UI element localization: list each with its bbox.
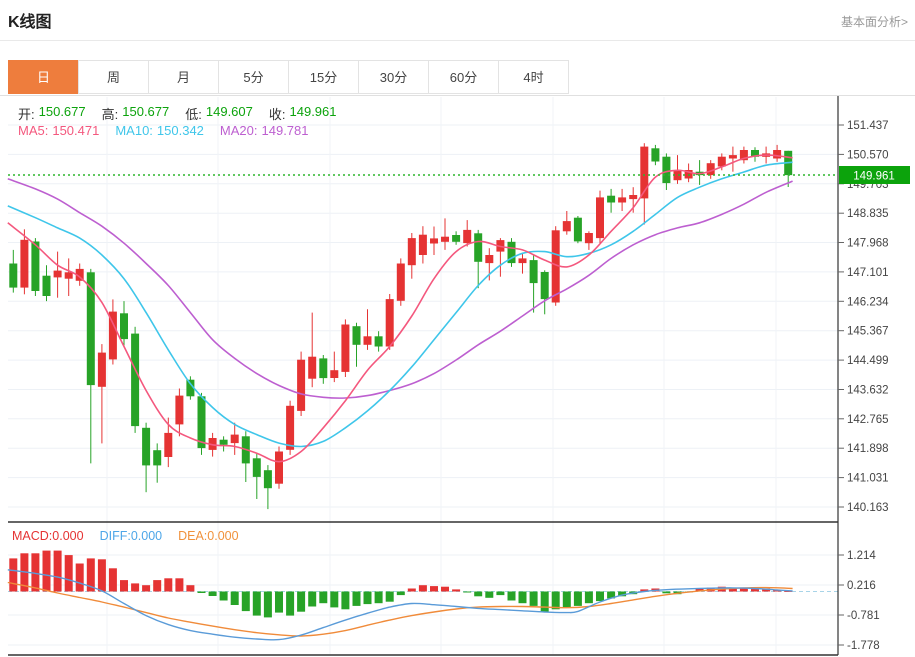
y-axis-label: 146.234 bbox=[847, 296, 889, 308]
macd-legend: MACD: 0.000 DIFF: 0.000 DEA: 0.000 bbox=[12, 529, 255, 543]
ma-legend: MA5: 150.471 MA10: 150.342 MA20: 149.781 bbox=[18, 123, 325, 138]
tab-2[interactable]: 月 bbox=[148, 60, 219, 94]
macd-axis-label: -1.778 bbox=[847, 640, 880, 652]
dea-value: 0.000 bbox=[207, 529, 239, 543]
ma20-value: 149.781 bbox=[261, 123, 309, 138]
tab-4[interactable]: 15分 bbox=[288, 60, 359, 94]
open-value: 150.677 bbox=[38, 104, 86, 119]
high-value: 150.677 bbox=[122, 104, 170, 119]
y-axis-label: 140.163 bbox=[847, 502, 889, 514]
y-axis-label: 145.367 bbox=[847, 326, 889, 338]
y-axis-label: 150.570 bbox=[847, 149, 889, 161]
close-label: 收: bbox=[268, 107, 286, 122]
ma5-label: MA5: bbox=[18, 123, 49, 138]
y-axis-label: 142.765 bbox=[847, 414, 889, 426]
tab-0[interactable]: 日 bbox=[8, 60, 79, 94]
y-axis-label: 143.632 bbox=[847, 385, 889, 397]
tab-6[interactable]: 60分 bbox=[428, 60, 499, 94]
macd-axis-label: 0.216 bbox=[847, 580, 876, 592]
page-title: K线图 bbox=[8, 14, 52, 31]
ma10-label: MA10: bbox=[115, 123, 153, 138]
low-label: 低: bbox=[185, 107, 202, 122]
low-value: 149.607 bbox=[205, 104, 253, 119]
close-value: 149.961 bbox=[289, 104, 337, 119]
tab-3[interactable]: 5分 bbox=[218, 60, 289, 94]
open-label: 开: bbox=[18, 107, 35, 122]
macd-label: MACD: bbox=[12, 529, 53, 543]
ma5-value: 150.471 bbox=[52, 123, 100, 138]
ma20-label: MA20: bbox=[219, 123, 258, 138]
y-axis-label: 147.968 bbox=[847, 238, 889, 250]
diff-value: 0.000 bbox=[130, 529, 163, 543]
diff-label: DIFF: bbox=[99, 529, 131, 543]
current-price-badge bbox=[839, 166, 910, 184]
tabbar-underline bbox=[0, 95, 915, 96]
tab-1[interactable]: 周 bbox=[78, 60, 149, 94]
interval-tabbar: 日周月 5分 15分 30分 60分 4时 bbox=[8, 60, 569, 94]
title-divider bbox=[0, 40, 915, 41]
dea-label: DEA: bbox=[178, 529, 208, 543]
y-axis-label: 141.031 bbox=[847, 473, 889, 485]
y-axis-label: 148.835 bbox=[847, 208, 889, 220]
tab-5[interactable]: 30分 bbox=[358, 60, 429, 94]
y-axis-label: 151.437 bbox=[847, 120, 889, 132]
macd-value: 0.000 bbox=[52, 529, 84, 543]
ohlc-legend: 开: 150.677 高: 150.677 低: 149.607 收: 149.961 bbox=[18, 104, 353, 123]
macd-axis-label: -0.781 bbox=[847, 610, 880, 622]
y-axis-label: 141.898 bbox=[847, 443, 889, 455]
tab-7[interactable]: 4时 bbox=[498, 60, 569, 94]
y-axis-label: 147.101 bbox=[847, 267, 889, 279]
high-label: 高: bbox=[101, 107, 119, 122]
ma10-value: 150.342 bbox=[156, 123, 204, 138]
macd-axis-label: 1.214 bbox=[847, 550, 876, 562]
svg-text:149.961: 149.961 bbox=[853, 171, 895, 183]
y-axis-label: 144.499 bbox=[847, 355, 889, 367]
fundamental-analysis-link[interactable]: 基本面分析> bbox=[840, 15, 908, 29]
